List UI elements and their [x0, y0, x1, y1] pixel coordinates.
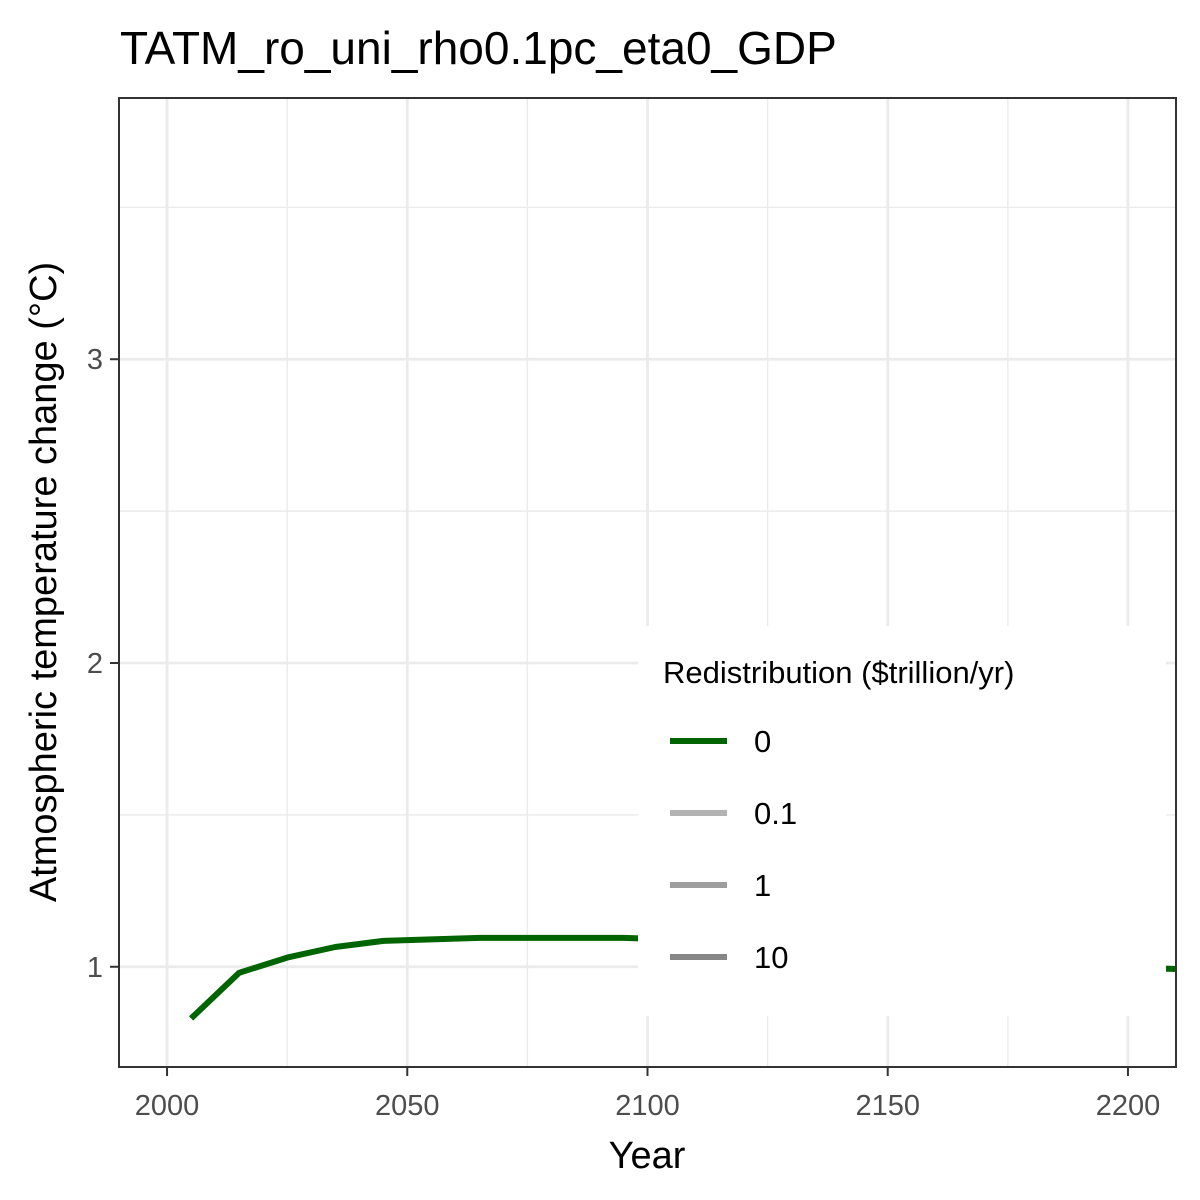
chart-title: TATM_ro_uni_rho0.1pc_eta0_GDP: [120, 22, 837, 74]
x-tick-label: 2100: [615, 1090, 680, 1122]
x-tick-label: 2000: [135, 1090, 200, 1122]
x-tick-label: 2200: [1096, 1090, 1161, 1122]
legend-label-10: 10: [754, 940, 788, 975]
legend: Redistribution ($trillion/yr) 0 0.1 1 10: [638, 626, 1166, 1016]
x-axis-ticks: 2000 2050 2100 2150 2200: [135, 1067, 1160, 1122]
legend-label-0: 0: [754, 724, 771, 759]
legend-entries: 0 0.1 1 10: [670, 724, 797, 975]
y-tick-label: 1: [87, 952, 103, 984]
legend-label-0.1: 0.1: [754, 796, 797, 831]
legend-title: Redistribution ($trillion/yr): [663, 655, 1014, 690]
x-tick-label: 2050: [375, 1090, 440, 1122]
y-axis-title: Atmospheric temperature change (°C): [23, 262, 65, 902]
y-tick-label: 3: [87, 344, 103, 376]
legend-background: [638, 626, 1166, 1016]
y-tick-label: 2: [87, 648, 103, 680]
x-axis-title: Year: [609, 1135, 686, 1177]
y-axis-ticks: 1 2 3: [87, 344, 119, 984]
legend-label-1: 1: [754, 868, 771, 903]
x-tick-label: 2150: [855, 1090, 920, 1122]
